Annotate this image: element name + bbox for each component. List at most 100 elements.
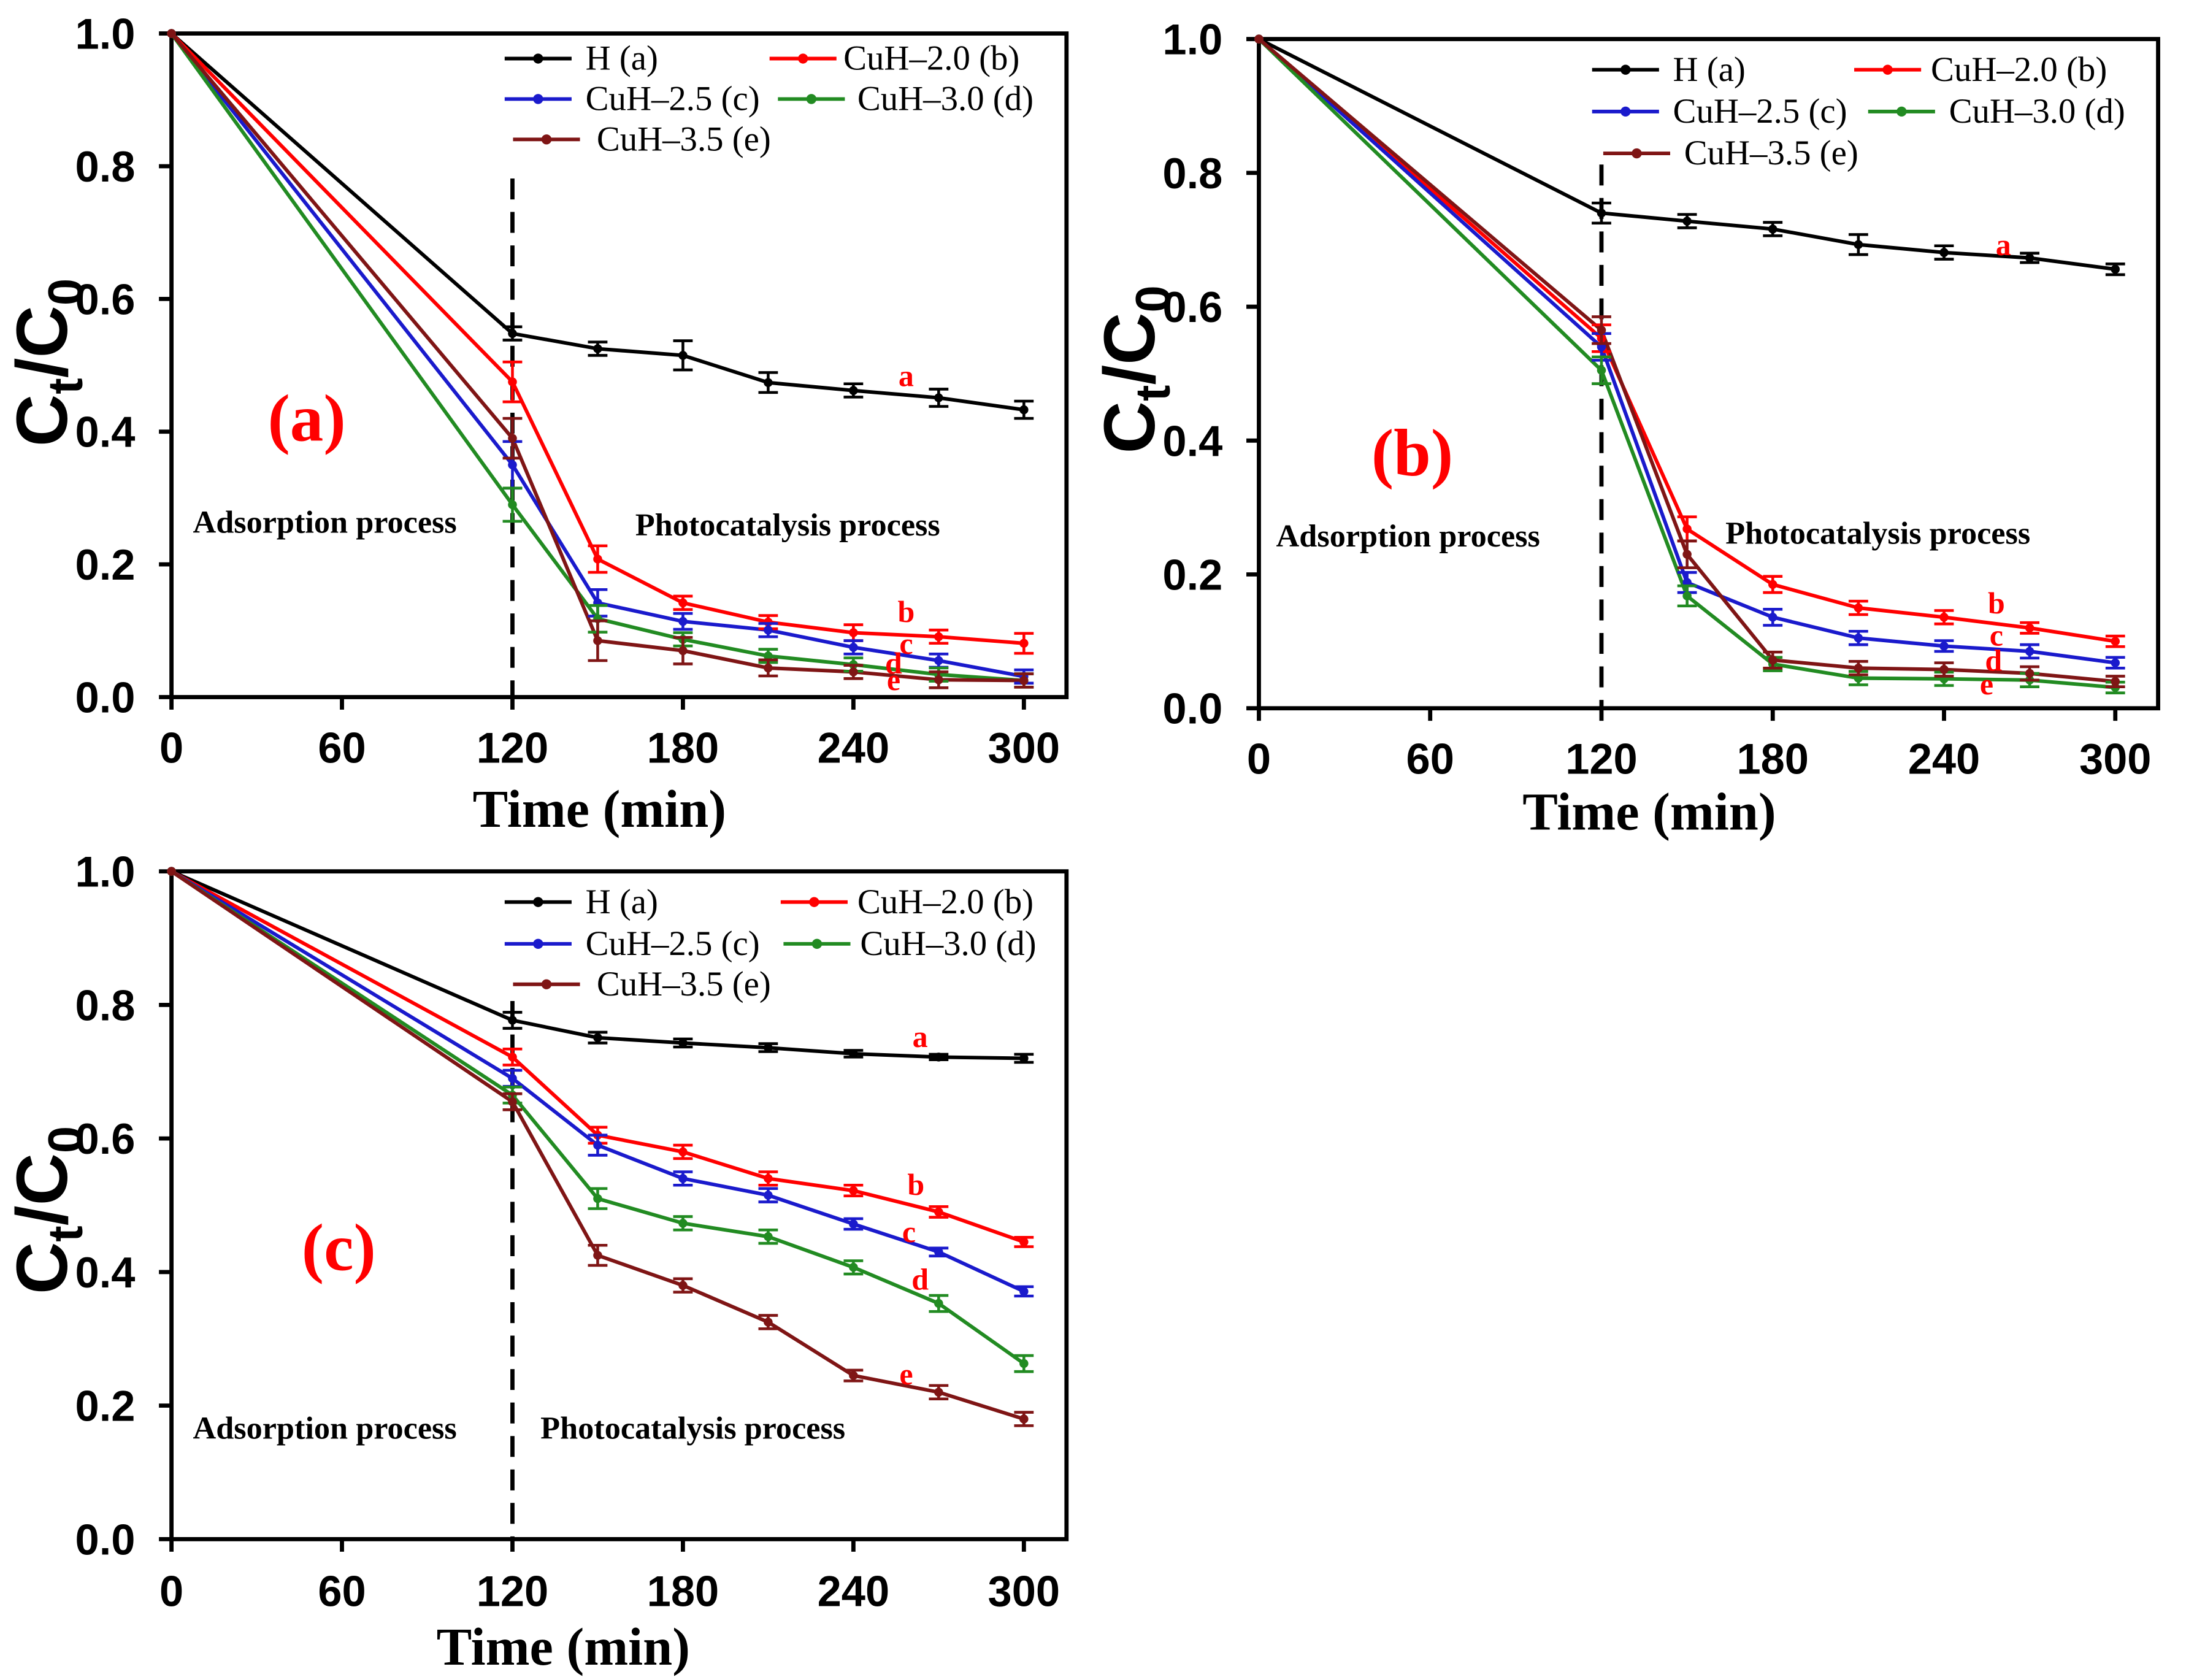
data-point [167, 867, 176, 876]
data-point [678, 598, 688, 608]
y-tick-label: 0.8 [75, 142, 136, 191]
series-line-c [171, 870, 1025, 1294]
panel-label: (b) [1371, 416, 1453, 490]
y-tick-label: 0.2 [75, 1382, 136, 1430]
legend-marker [806, 94, 817, 104]
legend-label: CuH–3.0 (d) [857, 80, 1034, 118]
data-point [593, 636, 602, 645]
data-point [2111, 264, 2120, 274]
x-tick-label: 240 [818, 1567, 890, 1615]
legend-entry: CuH–2.0 (b) [780, 883, 1034, 921]
data-point [934, 1387, 943, 1397]
data-point [849, 386, 858, 395]
data-point [678, 1174, 688, 1183]
y-title-slash-c: /C [2, 1153, 83, 1225]
data-point [934, 1053, 943, 1062]
legend-entry: H (a) [1592, 50, 1746, 89]
legend-label: CuH–3.5 (e) [597, 965, 771, 1003]
data-point [2025, 253, 2035, 263]
series-line-a [1258, 37, 2116, 271]
data-point [508, 434, 517, 443]
data-point [849, 643, 858, 652]
data-point [934, 632, 943, 642]
legend-label: H (a) [586, 39, 658, 78]
legend-entry: CuH–2.5 (c) [1592, 92, 1847, 131]
x-tick-label: 120 [477, 723, 549, 772]
legend-label: CuH–2.5 (c) [586, 924, 760, 963]
x-tick-label: 120 [477, 1567, 549, 1615]
legend-label: CuH–2.5 (c) [586, 80, 760, 118]
legend-marker [1882, 64, 1893, 75]
data-point [1682, 217, 1692, 226]
data-point [849, 1219, 858, 1229]
legend-label: CuH–3.0 (d) [860, 924, 1036, 963]
legend-entry: CuH–2.5 (c) [504, 924, 760, 963]
legend-marker [811, 938, 823, 949]
data-point [678, 1147, 688, 1157]
data-point [1854, 663, 1863, 673]
x-tick-label: 300 [988, 1567, 1060, 1615]
data-point [1019, 1237, 1029, 1247]
x-axis-title: Time (min) [437, 1617, 690, 1676]
legend-marker [533, 53, 543, 64]
x-tick-label: 60 [1406, 735, 1454, 783]
data-point [934, 1207, 943, 1217]
legend-entry: CuH–3.0 (d) [1868, 92, 2125, 131]
y-tick-label: 0.8 [75, 981, 136, 1029]
x-tick-label: 0 [159, 1567, 183, 1615]
y-tick-label: 0.4 [75, 1248, 136, 1297]
data-point [593, 554, 602, 564]
data-point [508, 500, 517, 510]
series-line-b [170, 32, 1024, 645]
legend-label: H (a) [1673, 50, 1746, 89]
photocatalysis-region-label: Photocatalysis process [635, 507, 940, 543]
legend-label: CuH–3.5 (e) [597, 120, 771, 159]
data-point [934, 675, 943, 685]
series-tag-label: d [885, 646, 902, 680]
data-point [1939, 613, 1949, 622]
y-axis-title: Ct/C0 [1089, 285, 1180, 453]
data-point [1768, 613, 1778, 622]
data-point [1939, 642, 1949, 651]
data-point [1939, 248, 1949, 257]
y-tick-label: 0.2 [1162, 551, 1222, 599]
panel-a: 0 60 120 180 240 300 0.0 0.2 0.4 0.6 0.8 1.0 Time (m… [2, 10, 1069, 838]
legend-label: CuH–2.0 (b) [857, 883, 1034, 921]
legend-entry: H (a) [504, 883, 658, 921]
legend-entry: CuH–2.0 (b) [769, 39, 1019, 78]
photocatalysis-region-label: Photocatalysis process [540, 1411, 845, 1446]
data-point [2111, 658, 2120, 667]
x-tick-label: 180 [647, 1567, 719, 1615]
legend-marker [1620, 106, 1631, 117]
data-point [678, 1219, 688, 1228]
data-point [1682, 524, 1692, 534]
y-title-sub-t: t [1126, 385, 1180, 402]
series-tag-label: a [1996, 228, 2011, 262]
y-tick-label: 0.2 [75, 540, 136, 589]
series-line-d [170, 32, 1024, 683]
y-title-sub-t: t [38, 1225, 93, 1242]
data-point [764, 378, 773, 388]
y-title-c: C [2, 1242, 83, 1294]
data-point [1019, 639, 1029, 648]
y-title-sub-0: 0 [38, 278, 93, 305]
data-point [849, 667, 858, 677]
x-tick-label: 60 [318, 1567, 366, 1615]
data-point [934, 656, 943, 665]
series-tag-label: d [1985, 643, 2002, 677]
series-line-a [171, 869, 1024, 1061]
legend-marker [809, 897, 819, 907]
y-tick-label: 0.6 [75, 275, 136, 323]
data-point [593, 1251, 602, 1260]
y-title-slash-c: /C [1089, 312, 1170, 385]
data-point [1019, 1287, 1029, 1296]
data-point [508, 460, 517, 470]
legend-marker [533, 938, 543, 949]
series-line-c [170, 32, 1024, 678]
series-tag-label: e [1980, 667, 1993, 701]
data-point [1019, 405, 1029, 415]
data-point [849, 1049, 858, 1059]
data-point [849, 1262, 858, 1272]
y-tick-label: 1.0 [75, 10, 136, 58]
adsorption-region-label: Adsorption process [193, 1411, 456, 1446]
